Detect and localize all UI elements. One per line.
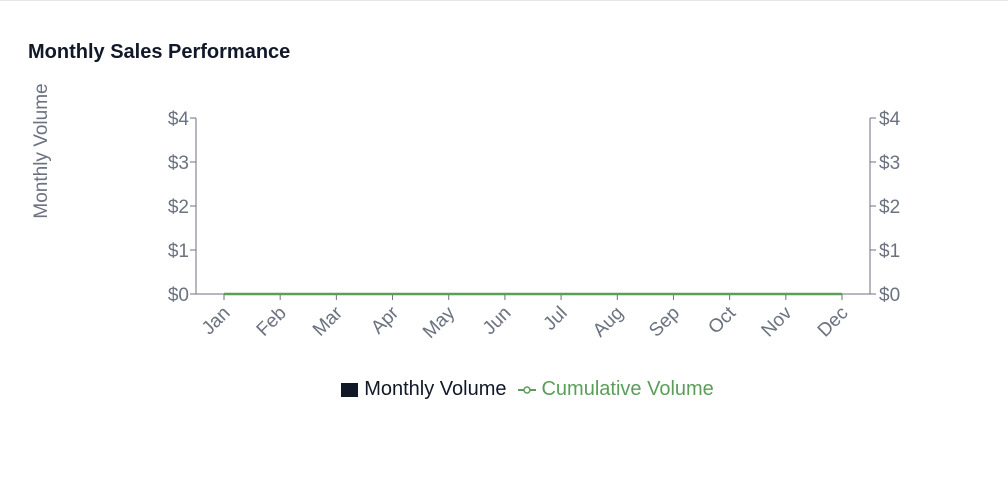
x-axis: Jan Feb Mar Apr May Jun Jul Aug Sep Oct Nov Dec (196, 293, 870, 343)
x-tick-label: Nov (758, 302, 797, 341)
left-axis: $0 $1 $2 $3 $4 (168, 109, 197, 306)
x-tick-label: May (419, 302, 460, 343)
left-tick-label: $4 (168, 109, 190, 130)
right-tick-label: $3 (879, 153, 900, 174)
x-tick-label: Sep (645, 303, 684, 342)
y-axis-label: Monthly Volume (31, 83, 52, 218)
legend-label-cumulative-volume: Cumulative Volume (541, 378, 714, 400)
x-tick-label: Dec (814, 303, 853, 342)
legend-bar-swatch (341, 382, 359, 397)
x-tick-label: Mar (309, 302, 347, 340)
x-tick-label: Oct (704, 302, 740, 338)
chart-title: Monthly Sales Performance (28, 41, 291, 63)
right-tick-label: $4 (879, 109, 901, 130)
right-axis: $0 $1 $2 $3 $4 (869, 109, 901, 306)
x-tick-label: Jan (198, 303, 235, 340)
x-tick-label: Jun (479, 303, 516, 340)
x-tick-label: Jul (540, 303, 572, 335)
legend-item-monthly-volume[interactable]: Monthly Volume (341, 378, 506, 401)
legend-line-swatch (518, 385, 537, 394)
left-tick-label: $2 (168, 197, 189, 218)
left-tick-label: $1 (168, 241, 189, 262)
right-tick-label: $1 (879, 241, 900, 262)
left-tick-label: $3 (168, 153, 189, 174)
x-tick-label: Apr (367, 302, 403, 338)
left-tick-label: $0 (168, 285, 189, 306)
x-tick-label: Feb (253, 303, 291, 341)
x-tick-label: Aug (589, 303, 628, 342)
legend-label-monthly-volume: Monthly Volume (364, 378, 507, 400)
right-tick-label: $2 (879, 197, 900, 218)
legend: Monthly Volume Cumulative Volume (0, 378, 1008, 401)
right-tick-label: $0 (879, 285, 900, 306)
legend-item-cumulative-volume[interactable]: Cumulative Volume (518, 378, 714, 401)
